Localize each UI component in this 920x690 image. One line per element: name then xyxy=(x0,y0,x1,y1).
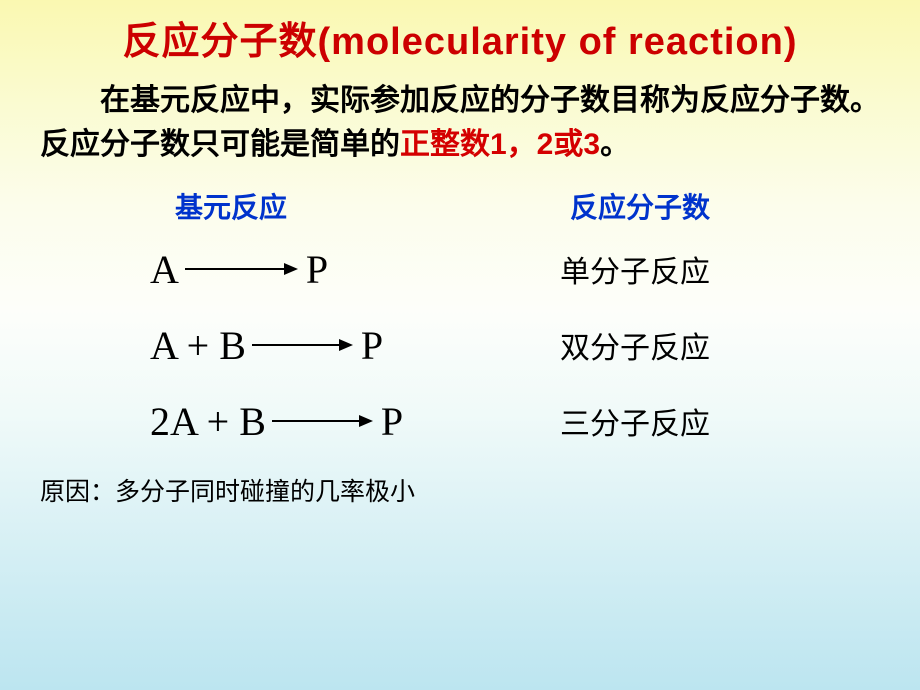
arrow-icon xyxy=(272,415,373,427)
reaction-desc: 单分子反应 xyxy=(560,247,710,291)
eq-lhs: A xyxy=(150,246,179,293)
header-left: 基元反应 xyxy=(175,186,515,226)
reaction-equation: A + B P xyxy=(150,322,520,369)
reaction-rows: A P 单分子反应 A + B P 双分子反应 2A xyxy=(150,240,880,450)
intro-paragraph: 在基元反应中，实际参加反应的分子数目称为反应分子数。反应分子数只可能是简单的正整… xyxy=(40,79,880,166)
arrow-icon xyxy=(252,339,353,351)
arrow-line xyxy=(185,268,285,270)
reaction-row: A P 单分子反应 xyxy=(150,240,880,298)
eq-lhs: A + B xyxy=(150,322,246,369)
reaction-equation: A P xyxy=(150,246,520,293)
header-right: 反应分子数 xyxy=(570,186,710,226)
column-headers: 基元反应 反应分子数 xyxy=(40,186,880,226)
arrow-line xyxy=(252,344,340,346)
reaction-desc: 双分子反应 xyxy=(560,323,710,367)
arrow-head xyxy=(359,415,373,427)
arrow-icon xyxy=(185,263,298,275)
reaction-equation: 2A + B P xyxy=(150,398,520,445)
arrow-head xyxy=(284,263,298,275)
slide: 反应分子数(molecularity of reaction) 在基元反应中，实… xyxy=(0,0,920,690)
arrow-line xyxy=(272,420,360,422)
reaction-desc: 三分子反应 xyxy=(560,399,710,443)
eq-rhs: P xyxy=(381,398,403,445)
footnote-text: 原因：多分子同时碰撞的几率极小 xyxy=(40,472,880,508)
arrow-head xyxy=(339,339,353,351)
slide-title: 反应分子数(molecularity of reaction) xyxy=(40,18,880,67)
eq-rhs: P xyxy=(361,322,383,369)
reaction-row: 2A + B P 三分子反应 xyxy=(150,392,880,450)
eq-lhs: 2A + B xyxy=(150,398,266,445)
intro-text-post: 。 xyxy=(600,128,630,161)
eq-rhs: P xyxy=(306,246,328,293)
reaction-row: A + B P 双分子反应 xyxy=(150,316,880,374)
intro-highlight: 正整数1，2或3 xyxy=(400,128,600,161)
